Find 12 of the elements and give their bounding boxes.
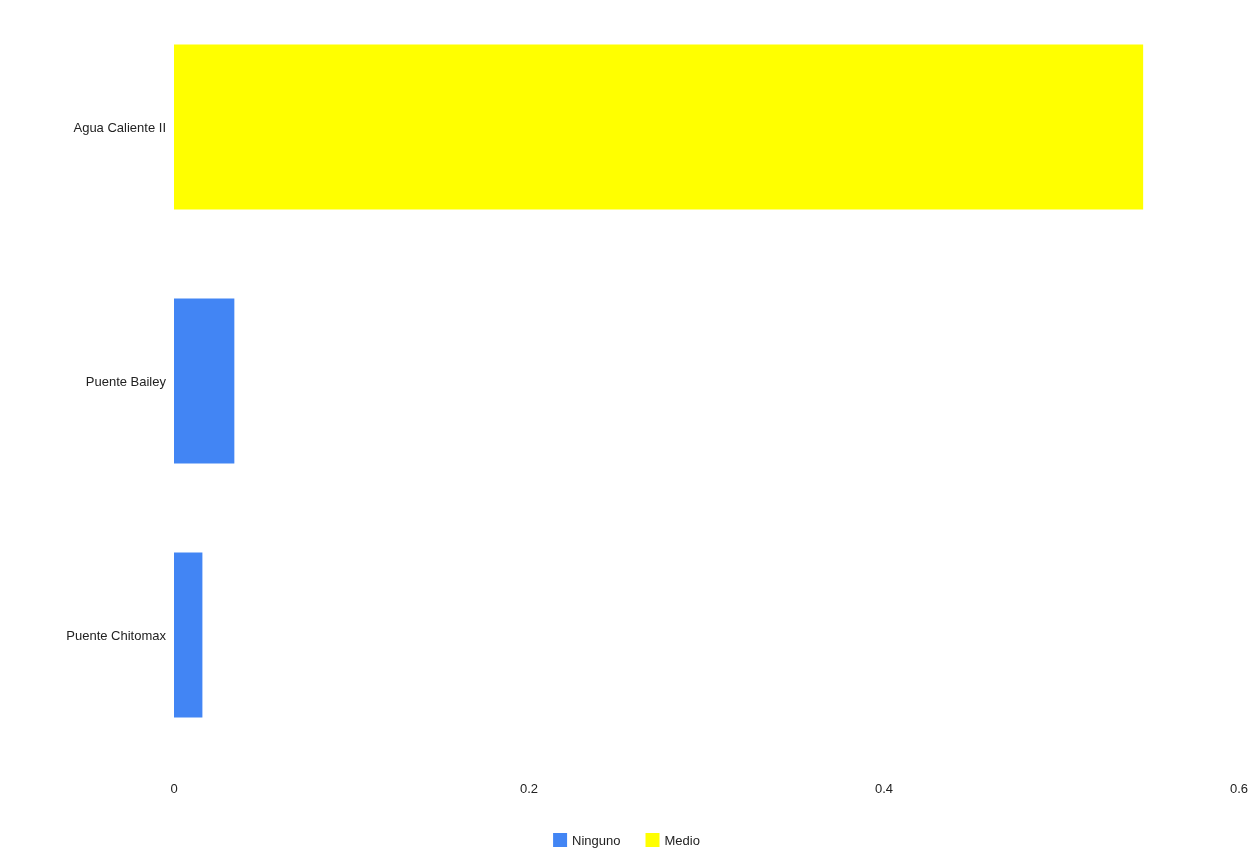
y-tick-label: Agua Caliente II <box>73 119 166 135</box>
x-tick-label: 0.6 <box>1229 781 1249 796</box>
bar <box>174 44 1144 210</box>
legend-label: Ninguno <box>572 832 621 848</box>
y-tick-label: Puente Chitomax <box>66 627 167 643</box>
legend-label: Medio <box>664 832 700 848</box>
x-tick-label: 0.4 <box>874 781 894 796</box>
x-tick-label: 0.2 <box>519 781 539 796</box>
x-tick-label: 0 <box>170 781 178 796</box>
y-tick-label: Puente Bailey <box>85 373 167 389</box>
bar <box>174 298 235 464</box>
bar <box>174 552 203 718</box>
